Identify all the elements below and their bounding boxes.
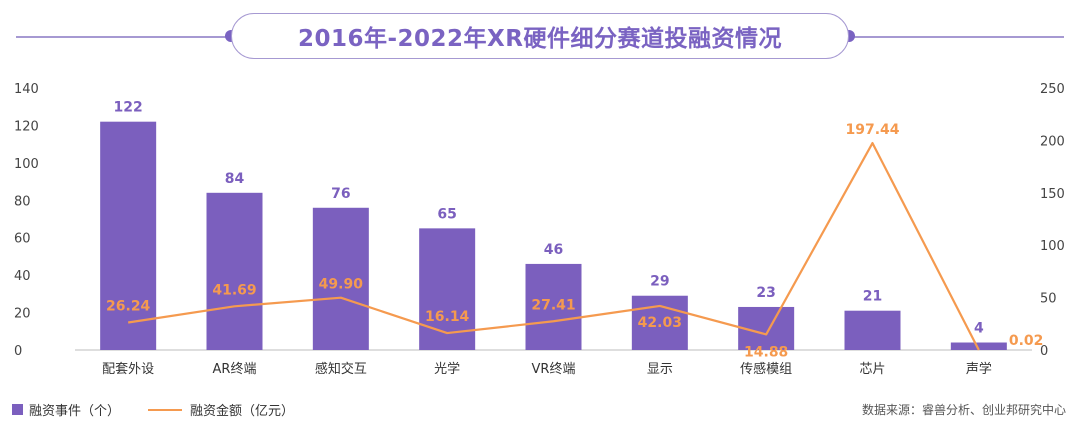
y-left-tick-label: 120: [14, 119, 39, 134]
chart-title: 2016年-2022年XR硬件细分赛道投融资情况: [297, 26, 783, 52]
title-box: 2016年-2022年XR硬件细分赛道投融资情况: [231, 13, 849, 59]
y-left-tick-label: 60: [14, 232, 31, 247]
legend-bar-swatch: [12, 404, 23, 415]
line-value-label: 16.14: [425, 309, 470, 325]
y-right-tick-label: 200: [1040, 134, 1065, 149]
x-tick-label: AR终端: [213, 361, 257, 377]
bar-value-label: 46: [544, 242, 563, 258]
source-note: 数据来源：睿兽分析、创业邦研究中心: [861, 403, 1066, 417]
y-left-tick-label: 80: [14, 194, 31, 209]
bar: [312, 207, 369, 350]
y-left-tick-label: 20: [14, 307, 31, 322]
line-value-label: 41.69: [212, 282, 256, 298]
line-value-label: 49.90: [319, 277, 364, 293]
line-value-label: 42.03: [638, 315, 682, 331]
x-tick-label: 声学: [966, 361, 992, 377]
y-right-tick-label: 150: [1040, 187, 1065, 202]
bar-value-label: 65: [437, 206, 456, 222]
line-value-label: 14.88: [744, 344, 788, 360]
x-tick-label: 光学: [434, 361, 460, 377]
legend: 融资事件（个） 融资金额（亿元）: [12, 400, 294, 419]
bar-value-label: 84: [225, 171, 245, 187]
chart: 0 20 40 60 80 100 120 140 0 50 100 150 200 250 122 配套外设…: [14, 82, 1065, 377]
y-right-tick-label: 50: [1040, 292, 1057, 307]
line-value-label: 26.24: [106, 299, 151, 315]
x-tick-label: 传感模组: [740, 361, 792, 377]
y-right-tick-label: 250: [1040, 82, 1065, 97]
bar-value-label: 76: [331, 186, 350, 202]
bar-value-label: 29: [650, 274, 669, 290]
y-left-tick-label: 40: [14, 269, 31, 284]
x-tick-label: VR终端: [532, 361, 576, 377]
legend-line-swatch: [148, 408, 183, 411]
bar-value-label: 122: [114, 100, 143, 116]
legend-line-label: 融资金额（亿元）: [190, 404, 295, 419]
x-tick-label: 显示: [647, 362, 673, 377]
y-left-tick-label: 0: [14, 344, 22, 359]
bar: [206, 192, 263, 350]
bar: [525, 263, 582, 350]
legend-bar-label: 融资事件（个）: [29, 404, 121, 419]
bar: [950, 342, 1007, 350]
y-left-tick-label: 100: [14, 157, 39, 172]
x-tick-label: 配套外设: [102, 361, 154, 377]
x-tick-label: 感知交互: [315, 361, 367, 377]
line-value-label: 197.44: [845, 122, 899, 138]
bar: [631, 295, 688, 350]
title-rule-right: [849, 36, 1064, 38]
y-left-tick-label: 140: [14, 82, 39, 97]
bar: [100, 121, 157, 350]
line-value-label: 27.41: [531, 297, 575, 313]
title-rule-left: [16, 36, 231, 38]
bar: [844, 310, 901, 350]
bar-value-label: 23: [756, 285, 775, 301]
y-right-tick-label: 100: [1040, 239, 1065, 254]
y-right-tick-label: 0: [1040, 344, 1048, 359]
line-value-label: 0.02: [1009, 333, 1044, 349]
bar-value-label: 4: [974, 321, 984, 337]
bar-value-label: 21: [863, 289, 882, 305]
line-series: [128, 141, 980, 351]
x-tick-label: 芯片: [859, 362, 885, 377]
bar: [419, 228, 476, 350]
